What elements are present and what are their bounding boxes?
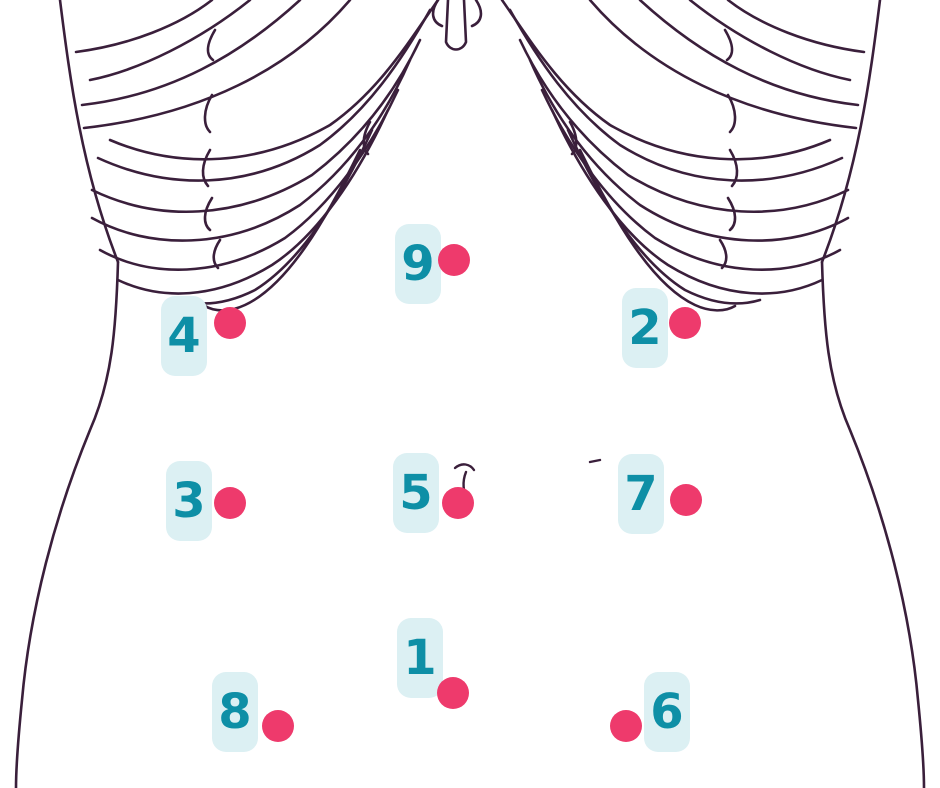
marker-9[interactable]: 9 [0, 0, 470, 304]
marker-dot[interactable] [442, 487, 474, 519]
marker-label[interactable]: 8 [212, 672, 258, 752]
marker-label[interactable]: 9 [395, 224, 441, 304]
marker-label[interactable]: 2 [622, 288, 668, 368]
marker-dot[interactable] [262, 710, 294, 742]
marker-label[interactable]: 6 [644, 672, 690, 752]
marker-3[interactable]: 3 [0, 0, 246, 541]
marker-label[interactable]: 3 [166, 461, 212, 541]
marker-dot[interactable] [610, 710, 642, 742]
marker-dot[interactable] [437, 677, 469, 709]
marker-7[interactable]: 7 [0, 0, 702, 534]
marker-dot[interactable] [214, 487, 246, 519]
marker-6[interactable]: 6 [0, 0, 690, 752]
marker-label[interactable]: 5 [393, 453, 439, 533]
marker-dot[interactable] [669, 307, 701, 339]
marker-4[interactable]: 4 [0, 0, 246, 376]
marker-dot[interactable] [670, 484, 702, 516]
marker-label[interactable]: 4 [161, 296, 207, 376]
marker-dot[interactable] [438, 244, 470, 276]
marker-5[interactable]: 5 [0, 0, 474, 533]
marker-2[interactable]: 2 [0, 0, 701, 368]
marker-label[interactable]: 1 [397, 618, 443, 698]
marker-8[interactable]: 8 [0, 0, 294, 752]
marker-1[interactable]: 1 [0, 0, 469, 709]
marker-dot[interactable] [214, 307, 246, 339]
marker-label[interactable]: 7 [618, 454, 664, 534]
